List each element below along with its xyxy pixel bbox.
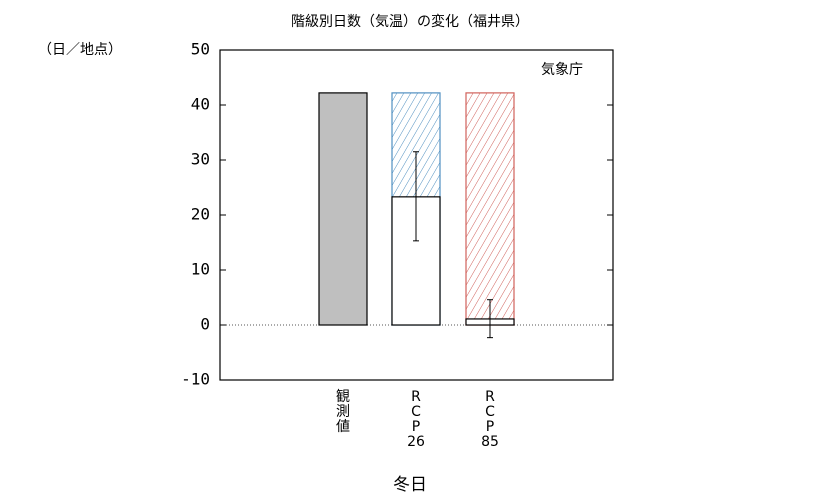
x-axis-label: 冬日 [393, 475, 427, 495]
y-tick-label: -10 [181, 370, 210, 389]
x-tick-label: 観測値 [336, 388, 350, 435]
plot-frame [219, 49, 614, 381]
chart-title: 階級別日数（気温）の変化（福井県） [291, 13, 529, 30]
y-tick-label: 20 [191, 205, 210, 224]
bar [318, 92, 368, 326]
annotation: 気象庁 [541, 62, 583, 78]
y-tick-label: 30 [191, 150, 210, 169]
y-tick-label: 40 [191, 95, 210, 114]
x-tick-label: R C P 26 [407, 389, 425, 450]
y-unit: （日／地点） [38, 42, 122, 58]
x-tick-label: R C P 85 [481, 389, 499, 450]
y-tick-label: 0 [200, 315, 210, 334]
bar [391, 196, 441, 326]
y-tick-label: 50 [191, 40, 210, 59]
reference-bar [465, 92, 515, 326]
y-tick-label: 10 [191, 260, 210, 279]
